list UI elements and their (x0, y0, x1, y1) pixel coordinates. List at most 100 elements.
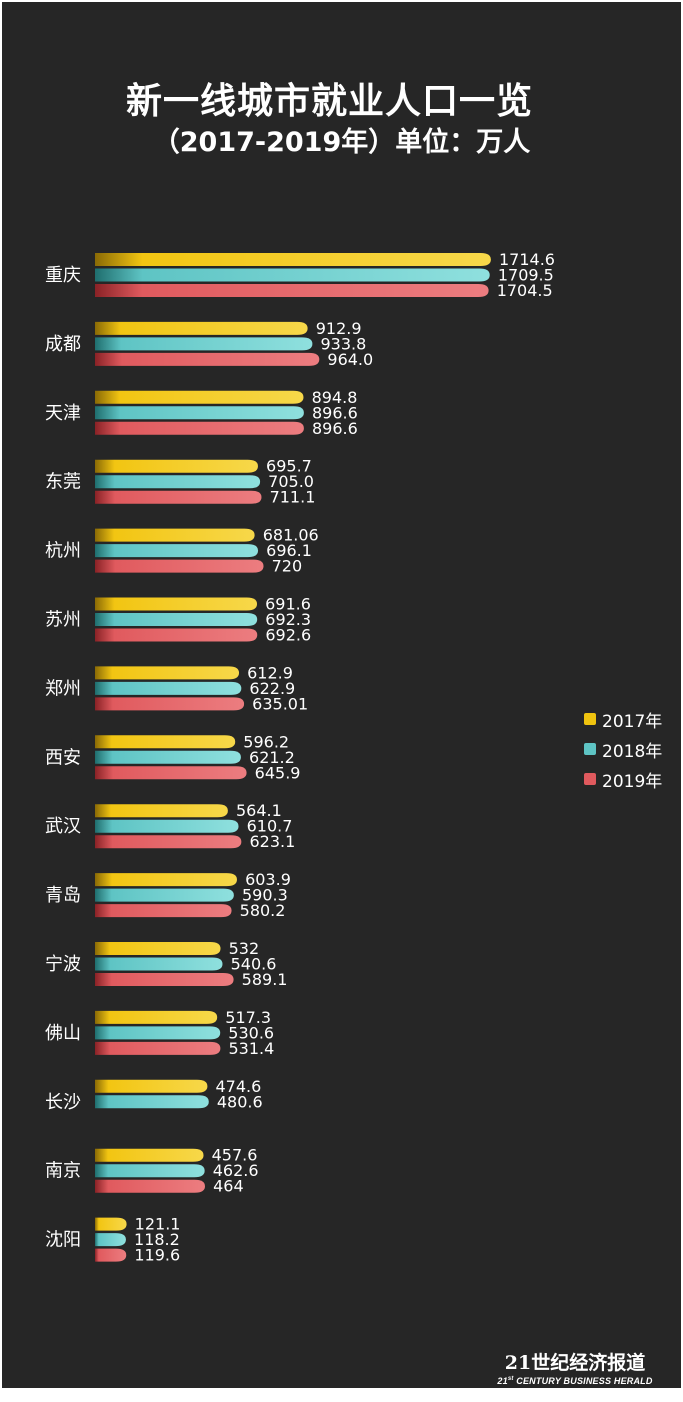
category-label: 长沙 (45, 1092, 81, 1113)
category-label: 郑州 (45, 678, 81, 699)
bar-2019 (95, 1179, 205, 1193)
bar-2019 (95, 284, 489, 297)
bar-2018 (95, 1026, 221, 1040)
bar-2018 (95, 681, 242, 695)
legend-label-2017: 2017年 (602, 711, 663, 732)
category-label: 重庆 (45, 265, 81, 286)
legend-label-2019: 2019年 (602, 771, 663, 792)
bar-2017 (95, 942, 221, 955)
value-label-2018: 696.1 (266, 541, 312, 560)
value-label-2017: 603.9 (245, 870, 291, 889)
bar-2018 (95, 957, 223, 971)
value-label-2017: 695.7 (266, 457, 312, 476)
bar-2017 (95, 1079, 208, 1093)
category-label: 苏州 (45, 610, 81, 631)
bar-2019 (95, 352, 320, 366)
value-label-2018: 590.3 (242, 886, 288, 905)
value-label-2018: 692.3 (265, 610, 311, 629)
bar-2017 (95, 528, 255, 542)
bar-2017 (95, 666, 240, 680)
category-label: 杭州 (45, 541, 81, 562)
bar-2018 (95, 1233, 126, 1247)
bar-2019 (95, 628, 258, 642)
value-label-2019: 531.4 (228, 1039, 274, 1058)
bar-2017 (95, 459, 258, 473)
value-label-2019: 464 (213, 1177, 244, 1196)
value-label-2018: 933.8 (320, 334, 366, 353)
value-label-2019: 896.6 (312, 419, 358, 438)
category-label: 武汉 (45, 816, 81, 837)
bar-2018 (95, 268, 490, 282)
value-label-2017: 474.6 (216, 1077, 262, 1096)
brand-name-en: 21st CENTURY BUSINESS HERALD (490, 1374, 660, 1387)
bar-2019 (95, 835, 242, 849)
value-label-2018: 1709.5 (498, 266, 554, 285)
chart-title: 新一线城市就业人口一览 (125, 81, 533, 122)
bar-2019 (95, 490, 262, 504)
bar-2017 (95, 1217, 127, 1231)
value-label-2018: 621.2 (249, 748, 295, 767)
category-label: 宁波 (45, 954, 81, 975)
bar-2018 (95, 888, 234, 902)
legend-item-2019: 2019年 (584, 764, 662, 794)
value-label-2019: 589.1 (242, 970, 288, 989)
value-label-2017: 612.9 (247, 663, 293, 682)
category-label: 佛山 (45, 1023, 81, 1044)
bar-2019 (95, 1248, 127, 1262)
category-label: 东莞 (45, 472, 81, 493)
value-label-2017: 691.6 (265, 595, 311, 614)
legend-item-2017: 2017年 (584, 704, 662, 734)
value-label-2019: 580.2 (240, 901, 286, 920)
bar-2019 (95, 766, 247, 780)
bar-2018 (95, 1164, 205, 1178)
value-label-2019: 1704.5 (497, 281, 553, 300)
value-label-2017: 564.1 (236, 801, 282, 820)
bar-2018 (95, 337, 313, 351)
legend: 2017年 2018年 2019年 (584, 704, 662, 794)
bar-2018 (95, 544, 259, 558)
value-label-2018: 705.0 (268, 472, 314, 491)
value-label-2018: 480.6 (217, 1092, 263, 1111)
bar-2017 (95, 1148, 204, 1162)
value-label-2017: 596.2 (243, 732, 289, 751)
value-label-2017: 894.8 (312, 388, 358, 407)
category-label: 沈阳 (45, 1230, 81, 1251)
value-label-2018: 610.7 (247, 817, 293, 836)
value-label-2018: 118.2 (134, 1230, 180, 1249)
bar-2017 (95, 1010, 218, 1024)
value-label-2019: 623.1 (249, 832, 295, 851)
bar-2017 (95, 253, 491, 266)
value-label-2018: 622.9 (249, 679, 295, 698)
bar-2017 (95, 597, 258, 611)
value-label-2017: 121.1 (135, 1215, 181, 1234)
legend-label-2018: 2018年 (602, 741, 663, 762)
chart-subtitle: （2017-2019年）单位：万人 (152, 127, 531, 158)
bar-2019 (95, 421, 304, 435)
category-label: 南京 (45, 1161, 81, 1182)
bar-2019 (95, 1041, 221, 1055)
value-label-2017: 912.9 (316, 319, 362, 338)
bar-2017 (95, 321, 308, 335)
legend-swatch-2019 (584, 773, 596, 785)
bar-2017 (95, 390, 304, 404)
bar-2019 (95, 559, 264, 573)
brand-en-sup: st (507, 1376, 514, 1382)
category-label: 成都 (45, 334, 81, 355)
category-label: 西安 (45, 747, 81, 768)
bar-2019 (95, 904, 232, 918)
value-label-2018: 462.6 (213, 1161, 259, 1180)
value-label-2018: 896.6 (312, 403, 358, 422)
bar-2018 (95, 475, 261, 489)
value-label-2017: 457.6 (212, 1146, 258, 1165)
bar-2018 (95, 406, 304, 420)
value-label-2017: 532 (229, 939, 260, 958)
category-label: 青岛 (45, 885, 81, 906)
value-label-2017: 681.06 (263, 526, 319, 545)
bar-2018 (95, 613, 258, 626)
brand-logo: 21世纪经济报道 21st CENTURY BUSINESS HERALD (490, 1352, 660, 1387)
brand-name-cn: 21世纪经济报道 (504, 1352, 646, 1374)
value-label-2019: 635.01 (252, 694, 308, 713)
bar-2018 (95, 750, 241, 764)
